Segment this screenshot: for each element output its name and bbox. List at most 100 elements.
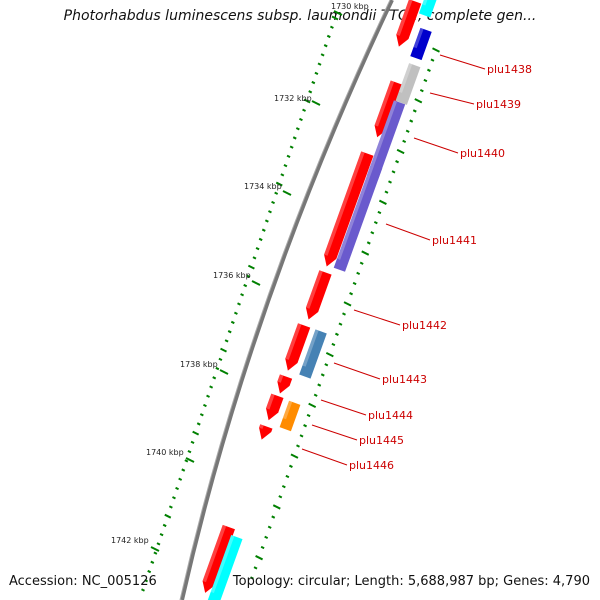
scale-tick	[196, 422, 201, 426]
leader-line	[439, 54, 486, 70]
scale-major-tick	[282, 190, 292, 196]
forward-gene-feature	[374, 80, 403, 138]
scale-label: 1732 kbp	[274, 94, 312, 103]
scale-tick	[192, 430, 200, 436]
scale-tick	[237, 302, 241, 306]
scale-tick	[178, 477, 183, 481]
scale-tick	[423, 78, 428, 83]
leader-line	[320, 399, 367, 416]
scale-tick	[224, 339, 229, 343]
scale-tick	[264, 219, 269, 223]
scale-tick	[153, 551, 158, 555]
scale-tick	[206, 394, 210, 398]
scale-major-tick	[150, 546, 160, 552]
scale-tick	[286, 154, 291, 159]
gene-feature-cyan	[207, 535, 243, 600]
scale-tick	[164, 513, 172, 519]
scale-tick	[317, 383, 322, 387]
scale-tick	[419, 88, 424, 93]
scale-tick	[292, 136, 297, 140]
gene-labels: plu1438 plu1439 plu1440 plu1441 plu1442 plu14…	[301, 54, 532, 472]
leader-line	[413, 137, 459, 154]
scale-tick	[250, 576, 254, 580]
scale-tick	[432, 47, 440, 53]
scale-tick	[253, 566, 258, 570]
scale-tick	[264, 535, 269, 540]
leader-line	[333, 362, 381, 380]
backbone-circle-arc	[180, 0, 394, 600]
gene-feature-plu1440	[366, 100, 406, 180]
scale-tick	[271, 515, 276, 519]
scale-tick	[252, 256, 257, 260]
forward-gene-feature	[285, 323, 311, 371]
scale-tick	[283, 163, 288, 168]
scale-tick	[396, 148, 405, 155]
forward-gene-feature	[305, 270, 332, 320]
leader-line	[429, 92, 475, 105]
scale-tick	[334, 332, 339, 336]
scale-tick	[274, 191, 279, 195]
scale-tick	[430, 58, 435, 62]
scale-tick	[306, 413, 311, 418]
scale-tick	[405, 129, 410, 133]
scale-tick	[359, 261, 364, 265]
scale-tick	[317, 62, 322, 66]
scale-label: 1736 kbp	[213, 271, 251, 280]
scale-tick	[233, 311, 238, 315]
scale-tick	[388, 180, 392, 184]
scale-tick	[261, 228, 266, 232]
scale-tick	[298, 117, 303, 122]
scale-tick	[199, 413, 204, 417]
gene-label-plu1438: plu1438	[487, 63, 532, 76]
tick-marks	[141, 15, 440, 592]
scale-tick	[299, 434, 304, 438]
scale-tick	[409, 119, 414, 123]
scale-tick	[271, 200, 276, 205]
scale-tick	[220, 347, 227, 353]
scale-tick	[323, 44, 328, 48]
scale-tick	[308, 402, 317, 409]
scale-label: 1740 kbp	[146, 448, 184, 457]
scale-tick	[412, 109, 417, 113]
scale-tick	[313, 393, 318, 397]
scale-label: 1738 kbp	[180, 360, 218, 369]
scale-tick	[246, 274, 251, 278]
scale-tick	[147, 569, 152, 574]
scale-tick	[215, 366, 220, 371]
scale-tick	[230, 320, 235, 325]
scale-tick	[212, 376, 217, 380]
forward-gene-feature	[259, 424, 273, 440]
scale-major-tick	[311, 100, 321, 106]
scale-tick	[289, 145, 294, 149]
scale-tick	[184, 459, 189, 463]
gene-label-plu1441: plu1441	[432, 234, 477, 247]
scale-tick	[303, 424, 308, 428]
scale-tick	[331, 342, 336, 347]
scale-tick	[175, 486, 180, 491]
scale-label: 1730 kbp	[331, 2, 369, 11]
scale-tick	[141, 588, 145, 592]
scale-tick	[329, 25, 334, 29]
gene-label-plu1446: plu1446	[349, 459, 394, 472]
scale-tick	[384, 190, 389, 194]
scale-tick	[260, 545, 265, 550]
scale-tick	[361, 250, 370, 256]
gene-feature-plu1443	[299, 329, 327, 379]
scale-tick	[190, 440, 195, 445]
scale-tick	[311, 80, 316, 85]
gene-feature-plu1439	[395, 63, 421, 105]
gene-label-plu1439: plu1439	[476, 98, 521, 111]
scale-tick	[280, 173, 285, 177]
backbone-circle-arc-highlight	[179, 0, 391, 600]
scale-tick	[268, 210, 272, 214]
leader-line	[385, 223, 431, 241]
gene-feature-cyan	[418, 0, 438, 18]
scale-tick	[395, 160, 400, 164]
scale-major-tick	[219, 369, 229, 375]
scale-label: 1742 kbp	[111, 536, 149, 545]
scale-tick	[218, 357, 223, 361]
forward-gene-feature	[277, 374, 293, 394]
scale-tick	[370, 231, 375, 235]
scale-tick	[391, 170, 396, 174]
